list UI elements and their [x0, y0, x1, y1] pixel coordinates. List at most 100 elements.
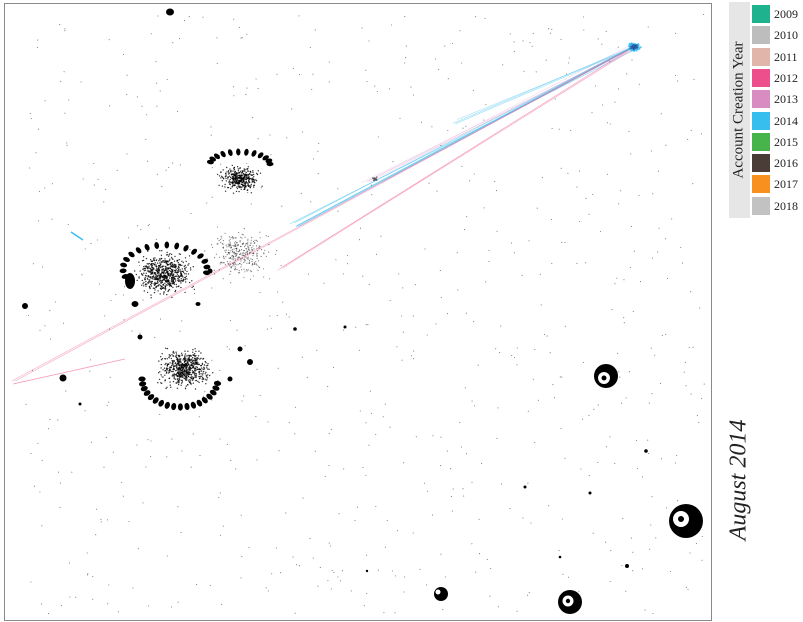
scatter-node [328, 542, 330, 544]
cloud-node [187, 364, 189, 366]
scatter-node [371, 194, 373, 196]
scatter-node [690, 291, 692, 293]
cloud-node [197, 357, 199, 360]
cloud-node [175, 374, 177, 376]
cloud-node [252, 245, 254, 247]
cloud-node [190, 376, 192, 378]
scatter-node [644, 609, 646, 611]
scatter-node [489, 595, 491, 597]
scatter-node [529, 41, 531, 44]
cloud-node [188, 367, 190, 369]
scatter-node [384, 546, 386, 548]
scatter-node [380, 235, 382, 237]
cloud-node [157, 282, 159, 284]
isolated-node [293, 327, 297, 331]
legend-label: 2012 [774, 70, 798, 85]
cloud-node [145, 266, 147, 268]
cloud-node [220, 238, 222, 240]
cloud-node [263, 253, 265, 255]
cloud-node [256, 252, 258, 254]
cloud-node [180, 286, 182, 289]
scatter-node [90, 243, 92, 245]
scatter-node [562, 573, 564, 575]
cloud-node [172, 355, 174, 357]
cloud-node [168, 356, 170, 358]
cloud-node [243, 188, 245, 191]
cloud-node [228, 244, 230, 246]
scatter-node [66, 144, 68, 146]
cloud-node [180, 372, 182, 374]
cluster-blob [220, 150, 226, 158]
cloud-node [150, 272, 153, 274]
cloud-node [168, 269, 171, 272]
scatter-node [255, 78, 257, 80]
cloud-node [155, 272, 157, 274]
cloud-node [232, 245, 234, 247]
cloud-node [172, 286, 174, 289]
cloud-node [243, 254, 245, 256]
scatter-node [222, 525, 224, 527]
cloud-node [251, 179, 253, 181]
scatter-node [649, 548, 651, 550]
scatter-node [527, 594, 529, 596]
cloud-node [189, 267, 192, 269]
cloud-node [169, 267, 172, 270]
cloud-node [203, 367, 206, 369]
cloud-node [235, 172, 238, 174]
cloud-node [149, 287, 151, 290]
cloud-node [164, 358, 167, 360]
cloud-node [229, 265, 231, 267]
scatter-node [356, 506, 358, 508]
scatter-node [216, 37, 218, 39]
scatter-node [340, 580, 342, 582]
scatter-node [355, 326, 357, 328]
cloud-node [174, 263, 176, 266]
cluster-blob [244, 148, 249, 156]
cloud-node [166, 294, 168, 296]
scatter-node [552, 384, 554, 386]
cloud-node [257, 170, 259, 172]
cloud-node [194, 388, 197, 390]
cloud-node [228, 245, 230, 247]
cloud-node [180, 352, 183, 354]
cloud-node [175, 355, 178, 357]
cloud-node [232, 259, 234, 261]
cloud-node [195, 363, 197, 365]
scatter-node [156, 105, 158, 107]
cloud-node [250, 185, 252, 187]
cloud-node [201, 378, 203, 380]
scatter-node [601, 43, 603, 45]
scatter-node [301, 131, 304, 133]
scatter-node [605, 541, 607, 543]
scatter-node [440, 436, 442, 438]
graph-edge [12, 358, 126, 385]
cloud-node [170, 370, 172, 373]
cloud-node [142, 283, 144, 285]
scatter-node [267, 590, 269, 592]
cloud-node [141, 279, 143, 282]
scatter-node [86, 552, 88, 554]
cloud-node [164, 265, 166, 267]
scatter-node [65, 390, 67, 392]
scatter-node [51, 218, 53, 220]
scatter-node [302, 497, 304, 499]
cloud-node [171, 266, 174, 268]
scatter-node [131, 330, 133, 332]
cloud-node [145, 272, 147, 274]
scatter-node [104, 315, 106, 317]
scatter-node [166, 555, 168, 557]
scatter-node [669, 570, 672, 573]
scatter-node [660, 458, 663, 460]
scatter-node [665, 238, 667, 240]
cloud-node [177, 262, 179, 264]
scatter-node [209, 584, 211, 587]
cloud-node [232, 251, 234, 253]
cloud-node [146, 275, 148, 277]
cloud-node [184, 355, 186, 357]
cloud-node [249, 252, 251, 254]
scatter-node [447, 129, 449, 132]
cloud-node [171, 282, 173, 284]
cloud-node [179, 358, 181, 360]
cloud-node [231, 164, 233, 167]
legend-item-2016: 2016 [752, 153, 803, 173]
